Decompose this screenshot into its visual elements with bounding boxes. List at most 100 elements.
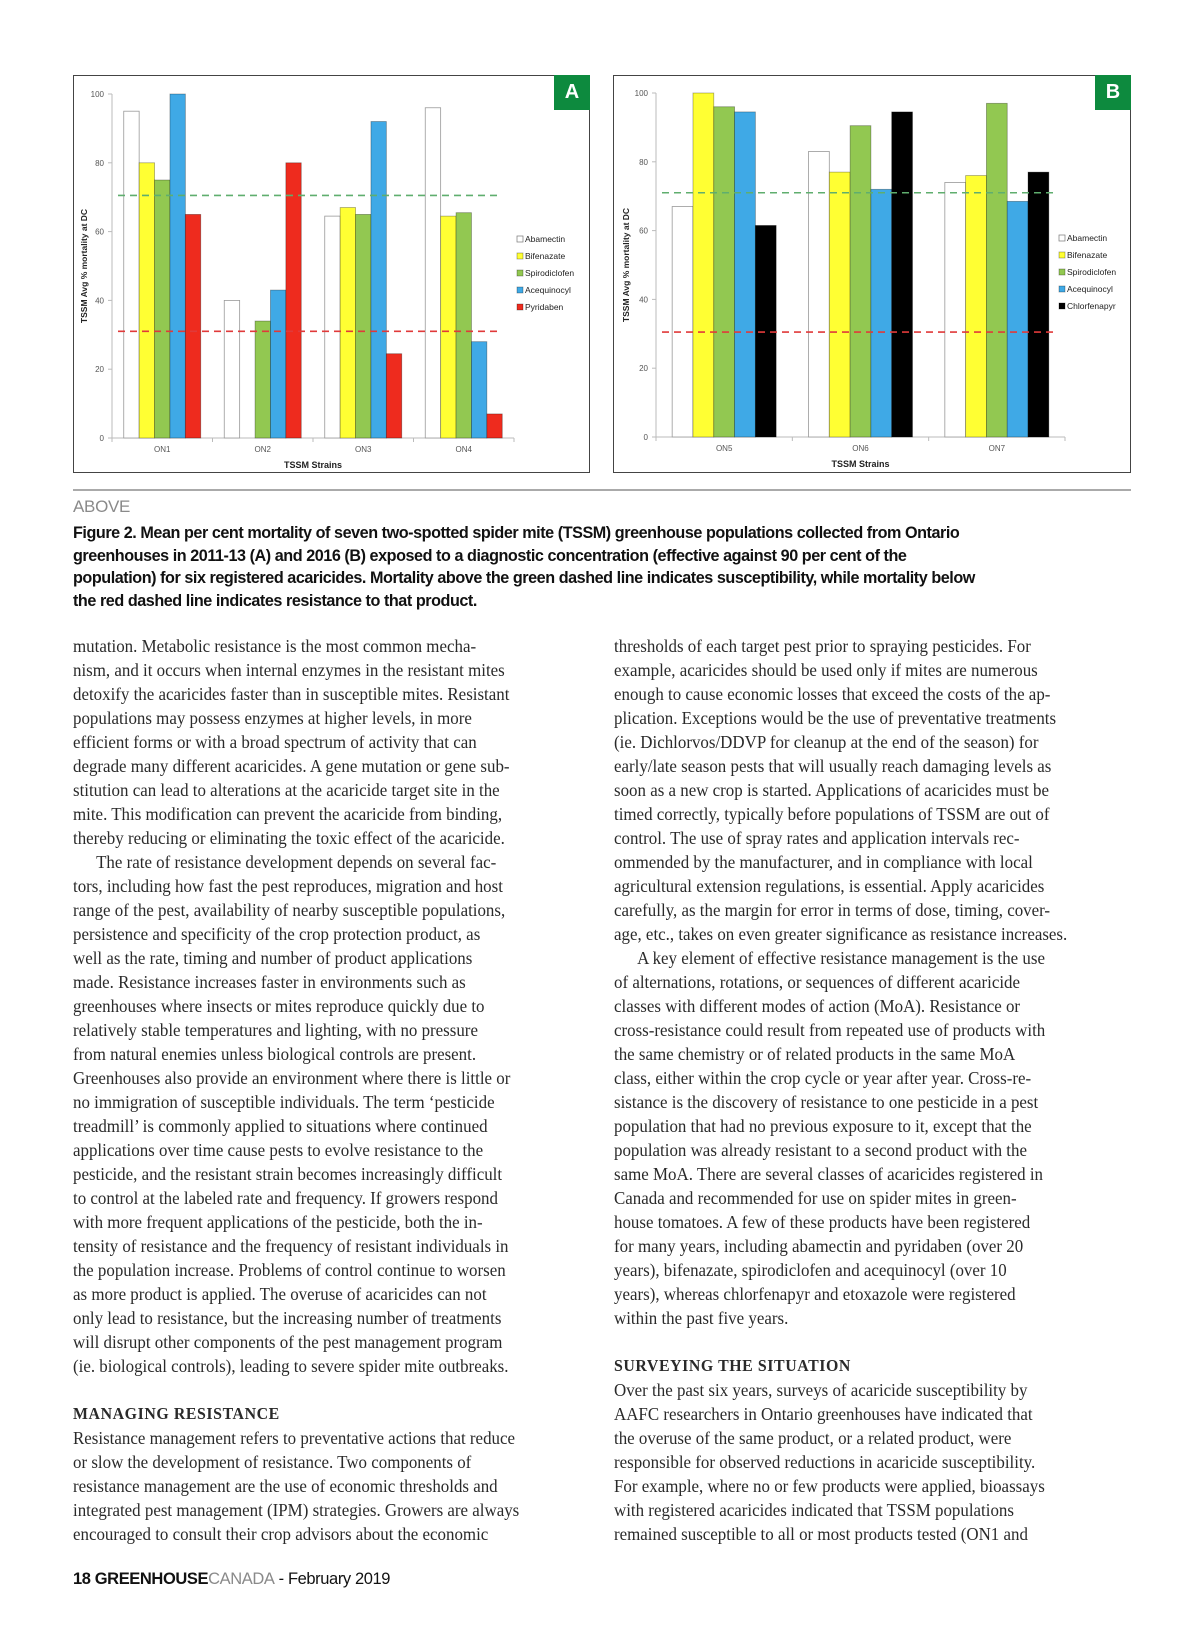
caption-line: Figure 2. Mean per cent mortality of sev… — [73, 524, 960, 542]
text-line: with more frequent applications of the p… — [73, 1212, 483, 1232]
legend-label: Chlorfenapyr — [1067, 301, 1116, 311]
bar-bifenazate-on1 — [138, 162, 155, 439]
panel-badge-b: B — [1095, 75, 1131, 110]
text-line: Resistance management refers to preventa… — [73, 1428, 516, 1448]
text-line: same MoA. There are several classes of a… — [614, 1164, 1044, 1184]
text-line: integrated pest management (IPM) strateg… — [73, 1500, 520, 1520]
text-line: from natural enemies unless biological c… — [73, 1044, 477, 1064]
text-line: house tomatoes. A few of these products … — [614, 1212, 1031, 1232]
y-tick-label: 80 — [639, 158, 648, 167]
panel-badge-a: A — [554, 75, 590, 110]
bar-acequinocyl-on5 — [734, 111, 756, 438]
bar-abamectin-on1 — [123, 110, 140, 439]
y-tick-label: 60 — [95, 228, 104, 237]
bar-pyridaben-on4 — [486, 413, 503, 439]
text-line: example, acaricides should be used only … — [614, 660, 1038, 680]
section-heading: MANAGING RESISTANCE — [73, 1404, 280, 1423]
bar-chlorfenapyr-on6 — [891, 111, 913, 438]
text-line: with registered acaricides indicated tha… — [614, 1500, 1014, 1520]
text-line: will disrupt other components of the pes… — [73, 1332, 503, 1352]
text-line: years), whereas chlorfenapyr and etoxazo… — [614, 1284, 1016, 1304]
text-line: range of the pest, availability of nearb… — [73, 900, 506, 920]
text-line: efficient forms or with a broad spectrum… — [73, 732, 477, 752]
text-column-left: mutation. Metabolic resistance is the mo… — [73, 634, 593, 1546]
text-line: agricultural extension regulations, is e… — [614, 876, 1045, 896]
text-line — [73, 1378, 573, 1402]
text-line: resistance management are the use of eco… — [73, 1476, 498, 1496]
text-line: mutation. Metabolic resistance is the mo… — [73, 636, 477, 656]
text-line: carefully, as the margin for error in te… — [614, 900, 1051, 920]
bar-bifenazate-on4 — [440, 215, 457, 439]
bar-abamectin-on7 — [944, 182, 967, 438]
y-tick-label: 100 — [91, 90, 105, 99]
bar-abamectin-on2 — [223, 299, 241, 439]
text-line: encouraged to consult their crop advisor… — [73, 1524, 489, 1544]
text-line: for many years, including abamectin and … — [614, 1236, 1024, 1256]
bar-acequinocyl-on1 — [169, 93, 186, 439]
caption-line: greenhouses in 2011-13 (A) and 2016 (B) … — [73, 546, 907, 565]
text-line: population was already resistant to a se… — [614, 1140, 1027, 1160]
bar-spirodiclofen-on1 — [154, 179, 171, 439]
text-line: within the past five years. — [614, 1308, 789, 1328]
bar-abamectin-on5 — [671, 206, 694, 438]
page-footer: 18 GREENHOUSECANADA - February 2019 — [73, 1570, 390, 1589]
text-line: treadmill’ is commonly applied to situat… — [73, 1116, 488, 1136]
text-column-right: thresholds of each target pest prior to … — [614, 634, 1134, 1546]
page-number: 18 — [73, 1570, 91, 1588]
y-tick-label: 80 — [95, 159, 104, 168]
text-line: the overuse of the same product, or a re… — [614, 1428, 1012, 1448]
text-line: control. The use of spray rates and appl… — [614, 828, 1020, 848]
figure-panel-a: 0 20 40 60 80 100 ON1 ON2 ON3 ON4 TSSM Strains TSSM… — [73, 75, 590, 473]
x-axis-title: TSSM Strains — [831, 459, 889, 469]
legend-swatch-spirodiclofen — [516, 269, 524, 277]
text-line: only lead to resistance, but the increas… — [73, 1308, 502, 1328]
bar-chart-a: 0 20 40 60 80 100 ON1 ON2 ON3 ON4 TSSM Strains TSSM… — [79, 90, 574, 470]
legend-label: Acequinocyl — [1067, 284, 1113, 294]
text-line: classes with different modes of action (… — [614, 996, 1021, 1016]
x-tick-label: ON1 — [154, 445, 171, 454]
text-line: tensity of resistance and the frequency … — [73, 1236, 509, 1256]
figure-label: ABOVE — [73, 497, 131, 516]
legend-label: Spirodiclofen — [1067, 267, 1116, 277]
text-line: plication. Exceptions would be the use o… — [614, 708, 1057, 728]
text-line: as more product is applied. The overuse … — [73, 1284, 487, 1304]
text-line: populations may possess enzymes at highe… — [73, 708, 472, 728]
magazine-name-suffix: CANADA — [208, 1570, 275, 1588]
text-line: (ie. Dichlorvos/DDVP for cleanup at the … — [614, 732, 1039, 752]
bar-acequinocyl-on2 — [270, 289, 287, 439]
y-axis-title: TSSM Avg % mortality at DC — [79, 209, 89, 323]
text-line: Greenhouses also provide an environment … — [73, 1068, 511, 1088]
text-line: to control at the labeled rate and frequ… — [73, 1188, 498, 1208]
bar-spirodiclofen-on7 — [986, 102, 1008, 438]
text-line: remained susceptible to all or most prod… — [614, 1524, 1028, 1544]
bar-spirodiclofen-on6 — [849, 125, 872, 438]
section-heading: SURVEYING THE SITUATION — [614, 1356, 851, 1375]
text-line: stitution can lead to alterations at the… — [73, 780, 500, 800]
x-tick-label: ON5 — [716, 444, 733, 453]
caption-line: population) for six registered acaricide… — [73, 569, 975, 587]
text-line: the population increase. Problems of con… — [73, 1260, 506, 1280]
text-line: applications over time cause pests to ev… — [73, 1140, 484, 1160]
legend-swatch-chlorfenapyr — [1058, 302, 1066, 310]
text-line: population that had no previous exposure… — [614, 1116, 1032, 1136]
text-line: persistence and specificity of the crop … — [73, 924, 481, 944]
text-line: AAFC researchers in Ontario greenhouses … — [614, 1404, 1033, 1424]
text-line: For example, where no or few products we… — [614, 1476, 1045, 1496]
text-line: The rate of resistance development depen… — [96, 852, 497, 872]
bar-pyridaben-on2 — [285, 162, 302, 439]
legend-swatch-spirodiclofen — [1058, 268, 1066, 276]
text-line: age, etc., takes on even greater signifi… — [614, 924, 1068, 944]
text-line: Over the past six years, surveys of acar… — [614, 1380, 1028, 1400]
text-line: thereby reducing or eliminating the toxi… — [73, 828, 505, 848]
figure-caption: Figure 2. Mean per cent mortality of sev… — [73, 522, 1133, 612]
legend-label: Pyridaben — [525, 302, 564, 312]
text-line: responsible for observed reductions in a… — [614, 1452, 1036, 1472]
text-line: early/late season pests that will usuall… — [614, 756, 1052, 776]
bar-pyridaben-on3 — [385, 353, 403, 439]
y-tick-label: 0 — [644, 433, 649, 442]
text-line: soon as a new crop is started. Applicati… — [614, 780, 1050, 800]
bar-abamectin-on3 — [324, 215, 341, 439]
text-line: tors, including how fast the pest reprod… — [73, 876, 503, 896]
bar-acequinocyl-on7 — [1006, 200, 1029, 438]
text-line: of alternations, rotations, or sequences… — [614, 972, 1021, 992]
